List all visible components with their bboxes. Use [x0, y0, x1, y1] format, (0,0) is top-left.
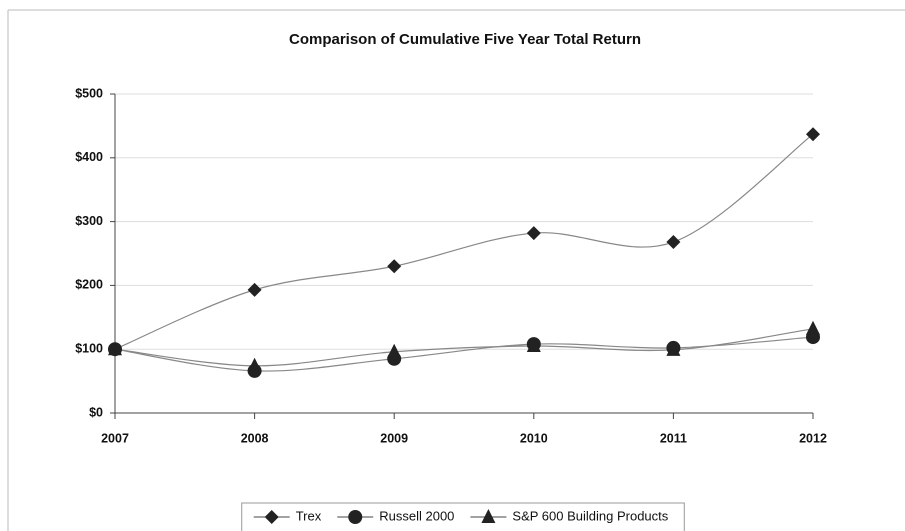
marker	[247, 357, 262, 372]
x-tick-label: 2010	[520, 431, 548, 445]
marker	[806, 127, 820, 142]
legend-marker	[348, 510, 363, 524]
x-tick-label: 2009	[380, 431, 408, 445]
legend-label: Russell 2000	[379, 508, 454, 523]
x-tick-label: 2012	[799, 431, 827, 445]
chart-title: Comparison of Cumulative Five Year Total…	[289, 31, 641, 48]
marker	[666, 341, 681, 356]
x-tick-label: 2011	[660, 431, 687, 445]
marker	[526, 338, 541, 353]
legend: Trex Russell 2000 S&P 600 Building Product…	[241, 502, 685, 531]
y-tick-label: $400	[75, 150, 103, 164]
x-tick-label: 2007	[101, 431, 129, 445]
legend-marker	[264, 510, 279, 524]
y-tick-label: $500	[75, 86, 103, 100]
marker	[108, 341, 122, 356]
marker	[387, 259, 402, 274]
y-tick-label: $0	[89, 405, 103, 419]
y-tick-label: $100	[75, 341, 103, 355]
x-tick-label: 2008	[241, 431, 269, 445]
marker	[247, 282, 262, 297]
y-tick-label: $300	[75, 214, 103, 228]
series-line	[114, 328, 814, 367]
marker	[526, 226, 541, 241]
legend-marker	[481, 509, 496, 523]
marker	[387, 343, 402, 358]
y-tick-label: $200	[75, 278, 103, 292]
legend-box	[241, 502, 685, 531]
marker	[806, 320, 820, 335]
legend-label: S&P 600 Building Products	[512, 508, 668, 523]
legend-label: Trex	[296, 508, 322, 523]
marker	[666, 235, 681, 250]
series-line	[114, 336, 814, 372]
series-line	[114, 133, 814, 350]
